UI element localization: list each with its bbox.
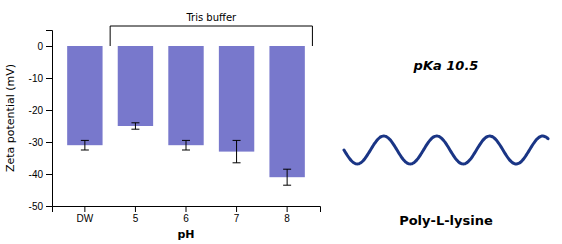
y-tick-mark bbox=[46, 206, 52, 207]
error-bar bbox=[283, 169, 291, 185]
x-tick-mark bbox=[135, 206, 136, 212]
bar bbox=[168, 46, 203, 145]
x-axis-title: pH bbox=[177, 228, 194, 241]
x-tick: 6 bbox=[183, 206, 189, 224]
error-bar-line bbox=[84, 140, 85, 150]
y-tick-label: -10 bbox=[29, 73, 44, 84]
error-bar bbox=[233, 140, 241, 162]
bracket bbox=[110, 26, 312, 46]
y-tick: -30 bbox=[29, 137, 52, 148]
x-tick-label: DW bbox=[77, 213, 94, 224]
error-bar-line bbox=[81, 140, 89, 141]
error-bar bbox=[182, 140, 190, 150]
x-tick-mark bbox=[186, 206, 187, 212]
error-bar-line bbox=[283, 185, 291, 186]
y-tick-label: 0 bbox=[37, 41, 43, 52]
y-tick-mark bbox=[46, 46, 52, 47]
y-tick-mark bbox=[46, 142, 52, 143]
y-tick-label: -40 bbox=[29, 169, 44, 180]
y-tick: -50 bbox=[29, 201, 52, 212]
y-tick-mark bbox=[46, 78, 52, 79]
y-axis: 0 -10 -20 -30 -40 -50 bbox=[29, 31, 53, 212]
y-tick: -20 bbox=[29, 105, 52, 116]
x-tick-mark bbox=[84, 206, 85, 212]
x-tick-label: 6 bbox=[183, 213, 189, 224]
x-tick: DW bbox=[77, 206, 94, 224]
error-bar-line bbox=[131, 129, 139, 130]
y-tick: -40 bbox=[29, 169, 52, 180]
bar bbox=[67, 46, 102, 145]
error-bar-line bbox=[233, 162, 241, 163]
chart: 0 -10 -20 -30 -40 -50 DW 5 6 7 8 pH Zeta potential (… bbox=[0, 0, 562, 244]
annotation: Poly-L-lysine bbox=[399, 213, 493, 228]
x-tick: 7 bbox=[234, 206, 240, 224]
error-bar bbox=[131, 123, 139, 129]
error-bar-line bbox=[135, 123, 136, 129]
error-bar bbox=[81, 140, 89, 150]
error-bar-line bbox=[131, 122, 139, 123]
error-bar-line bbox=[182, 140, 190, 141]
marks bbox=[67, 46, 305, 185]
x-tick: 5 bbox=[133, 206, 139, 224]
x-tick-mark bbox=[236, 206, 237, 212]
error-bar-line bbox=[182, 150, 190, 151]
x-tick-label: 5 bbox=[133, 213, 139, 224]
x-tick-mark bbox=[287, 206, 288, 212]
error-bar-line bbox=[186, 140, 187, 150]
polymer-wave bbox=[344, 136, 548, 164]
illustration: pKa 10.5 Poly-L-lysine bbox=[344, 58, 548, 228]
y-tick-label: -50 bbox=[29, 201, 44, 212]
x-axis-line bbox=[53, 207, 321, 213]
y-tick-label: -20 bbox=[29, 105, 44, 116]
error-bar-line bbox=[236, 140, 237, 162]
annotation: pKa 10.5 bbox=[413, 58, 479, 73]
error-bar-line bbox=[283, 169, 291, 170]
annotation: Tris buffer bbox=[185, 12, 237, 23]
bar bbox=[118, 46, 153, 126]
y-tick-mark bbox=[46, 110, 52, 111]
error-bar-line bbox=[287, 169, 288, 185]
y-axis-title: Zeta potential (mV) bbox=[4, 64, 17, 172]
y-tick: -10 bbox=[29, 73, 52, 84]
error-bar-line bbox=[81, 150, 89, 151]
x-tick-label: 7 bbox=[234, 213, 240, 224]
error-bar-line bbox=[233, 140, 241, 141]
x-tick-label: 8 bbox=[284, 213, 290, 224]
plot: 0 -10 -20 -30 -40 -50 DW 5 6 7 8 pH Zeta potential (… bbox=[4, 12, 321, 241]
bar bbox=[219, 46, 254, 152]
y-tick: 0 bbox=[37, 41, 52, 52]
x-tick: 8 bbox=[284, 206, 290, 224]
y-tick-mark bbox=[46, 174, 52, 175]
x-axis: DW 5 6 7 8 bbox=[53, 206, 321, 224]
y-tick-label: -30 bbox=[29, 137, 44, 148]
y-axis-line bbox=[46, 31, 53, 207]
bar bbox=[269, 46, 304, 177]
